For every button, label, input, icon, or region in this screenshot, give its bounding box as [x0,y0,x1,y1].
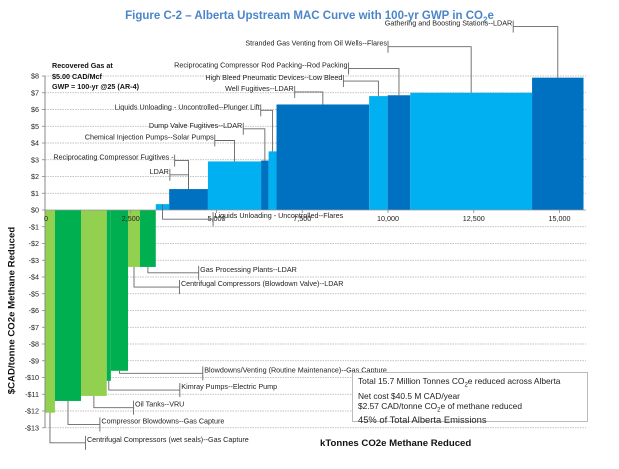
annotation-leaders [49,20,559,450]
bar [128,210,141,267]
bar [140,210,156,267]
note-line-2: $5.00 CAD/Mcf [52,71,102,81]
annotation-label: Reciprocating Compressor Fugitives - [53,153,174,162]
x-tick-label: 15,000 [549,214,571,223]
y-tick-label: -$4 [29,273,39,282]
y-tick-label: -$5 [29,289,39,298]
leader-line [348,68,400,96]
leader-line [118,370,203,374]
y-tick-label: -$13 [25,423,39,432]
bar [207,161,262,210]
annotation-label: Oil Tanks--VRU [135,400,184,409]
bar [169,189,208,210]
leader-line [147,266,199,274]
annotation-label: Kimray Pumps--Electric Pump [181,382,277,391]
y-tick-label: $6 [31,105,39,114]
y-tick-label: $0 [31,206,39,215]
summary-box: Total 15.7 Million Tonnes CO2e reduced a… [352,372,588,426]
y-tick-label: -$2 [29,239,39,248]
annotation-label: Compressor Blowdowns--Gas Capture [101,416,224,425]
y-tick-label: -$12 [25,407,39,416]
leader-line [388,46,472,93]
annotation-label: Gathering and Boosting Stations--LDAR [385,19,512,28]
note-line-1: Recovered Gas at [52,61,113,70]
y-tick-label: $3 [31,155,39,164]
leader-line [294,91,324,105]
summary-total: Total 15.7 Million Tonnes CO2e reduced a… [358,376,561,389]
y-tick-label: -$7 [29,323,39,332]
bar [276,104,370,210]
bar [106,210,111,381]
x-tick-label: 12,500 [463,214,485,223]
y-tick-label: -$6 [29,306,39,315]
leader-line [108,380,180,391]
leader-line [67,400,100,425]
annotation-label: Centrifugal Compressors (Blowdown Valve)… [181,279,343,288]
annotation-label: Well Fugitives--LDAR [225,84,294,93]
annotation-label: High Bleed Pneumatic Devices--Low Bleed [205,73,342,82]
annotation-labels: Gathering and Boosting Stations--LDAR Str… [53,19,512,444]
annotation-label: Liquids Unloading - Uncontrolled--Flares [215,211,344,220]
leader-line [162,204,214,220]
annotation-label: Gas Processing Plants--LDAR [200,265,297,274]
bar [45,210,55,413]
bar [261,160,269,210]
annotation-label: Centrifugal Compressors (wet seals)--Gas… [87,435,249,444]
y-tick-label: $8 [31,72,39,81]
annotation-label: Liquids Unloading - Uncontrolled--Plunge… [115,102,260,111]
y-tick-label: $5 [31,122,39,131]
y-tick-label: $1 [31,189,39,198]
summary-share: 45% of Total Alberta Emissions [358,414,487,426]
bars [45,77,584,413]
x-axis-label: kTonnes CO2e Methane Reduced [320,438,472,449]
x-tick-label: 7,500 [293,214,311,223]
leader-line [260,109,274,152]
y-tick-label: -$1 [29,222,39,231]
annotation-label: Dump Valve Fugitives--LDAR [149,121,242,130]
bar [110,210,129,371]
x-tick-label: 5,000 [208,214,226,223]
summary-unit-cost: $2.57 CAD/tonne CO2e of methane reduced [358,400,522,414]
leader-line [93,395,134,409]
y-tick-label: $7 [31,88,39,97]
bar [369,96,388,210]
y-tick-label: -$10 [25,373,39,382]
leader-line [343,80,379,97]
bar [532,77,584,210]
x-tick-label: 0 [44,214,48,223]
summary-net-cost: Net cost $40.5 M CAD/year [358,390,460,401]
bar [387,95,411,210]
assumptions-note: Recovered Gas at $5.00 CAD/Mcf GWP = 100… [52,61,139,93]
note-line-3: GWP = 100-yr @25 (AR-4) [52,82,139,91]
y-tick-label: -$3 [29,256,39,265]
axes: $8 $7 $6 $5 $4 $3 $2 $1 $0 -$1 -$2 -$3 -$4 -$5 -$6 -$7 -… [25,72,586,432]
leader-line [214,140,235,162]
x-tick-label: 10,000 [377,214,399,223]
y-tick-label: -$8 [29,340,39,349]
annotation-label: Reciprocating Compressor Rod Packing--Ro… [174,60,347,69]
annotation-label: Blowdowns/Venting (Routine Maintenance)-… [204,365,387,374]
leader-line [133,266,180,288]
leader-line [513,26,559,78]
leader-line [169,174,189,190]
y-tick-label: $2 [31,172,39,181]
bar [268,151,277,210]
bar [54,210,82,401]
y-tick-label: -$9 [29,356,39,365]
x-tick-label: 2,500 [122,214,140,223]
leader-line [49,412,86,444]
y-axis-label: $CAD/tonne CO2e Methane Reduced [6,226,18,395]
chart-title: Figure C-2 – Alberta Upstream MAC Curve … [125,10,494,25]
annotation-label: Stranded Gas Venting from Oil Wells--Fla… [245,39,387,48]
y-tick-label: $4 [31,139,39,148]
bar [81,210,107,396]
annotation-label: Chemical Injection Pumps--Solar Pumps [85,132,214,141]
annotation-label: LDAR [150,167,169,176]
y-tick-label: -$11 [25,390,39,399]
leader-line [243,128,266,161]
bar [410,92,533,210]
